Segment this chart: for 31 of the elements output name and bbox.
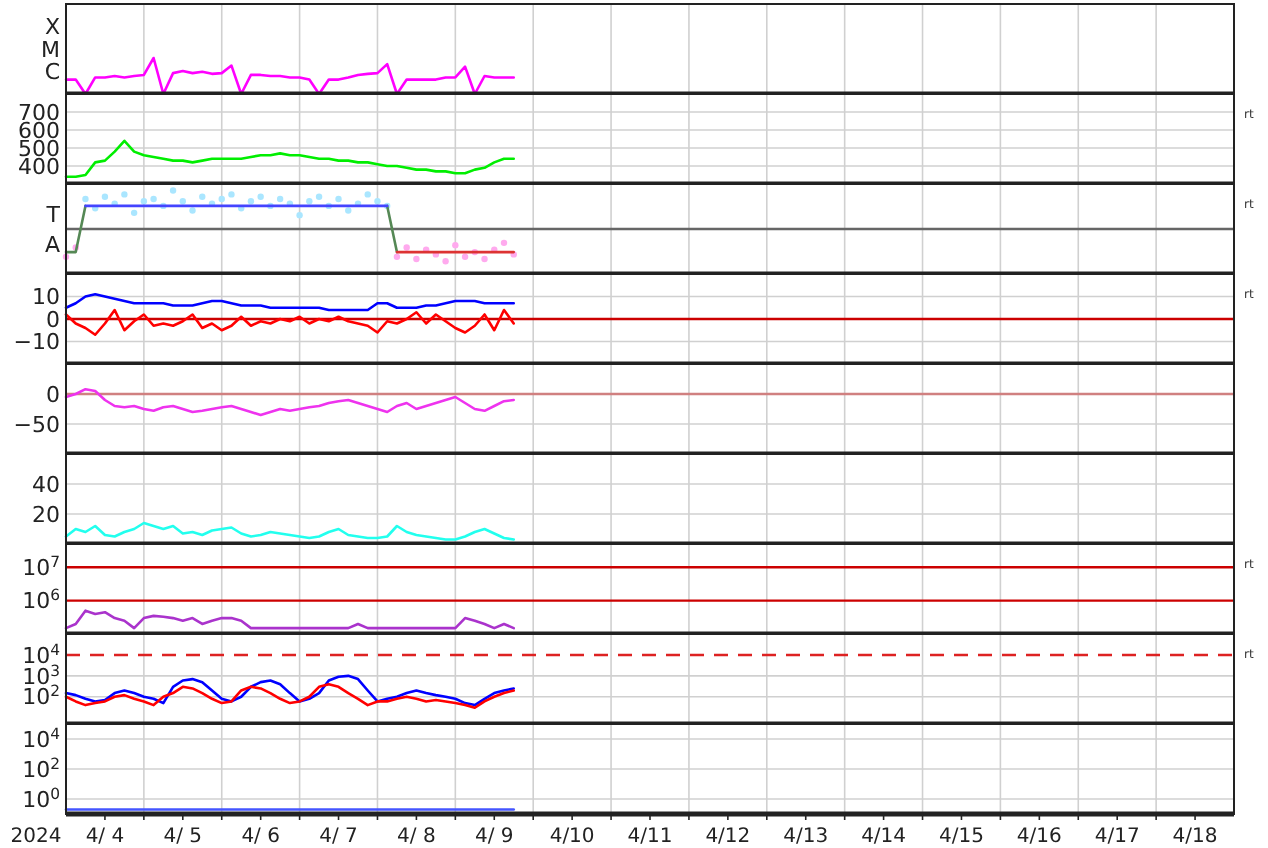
- x-tick-label: 4/ 5: [163, 826, 203, 848]
- x-tick-label: 4/ 4: [85, 826, 125, 848]
- y-tick-label: 0: [46, 306, 60, 333]
- x-tick-label: 4/18: [1172, 826, 1218, 848]
- x-tick-label: 4/16: [1016, 826, 1062, 848]
- y-tick-label: 10$^{7}$: [22, 552, 61, 582]
- y-tick-label: 10$^{6}$: [22, 585, 61, 615]
- y-tick-label: 10$^{2}$: [22, 753, 61, 783]
- y-tick-label: 0: [46, 381, 60, 408]
- y-axis-title: X M C: [41, 14, 61, 86]
- x-tick-label: 4/ 8: [397, 826, 436, 848]
- x-tick-label: 4/ 7: [319, 826, 358, 848]
- x-tick-label: 4/10: [549, 826, 595, 848]
- y-tick-label: −50: [13, 411, 60, 438]
- x-tick-label: 4/11: [627, 826, 673, 848]
- y-tick-label: 20: [32, 501, 60, 528]
- x-tick-label: 4/ 9: [474, 826, 514, 848]
- x-tick-label: 4/15: [939, 826, 984, 848]
- y-tick-label: −10: [13, 329, 60, 356]
- x-tick-label: 4/12: [705, 826, 751, 848]
- y-tick-label: 10$^{4}$: [22, 723, 61, 753]
- x-tick-label: 4/17: [1094, 826, 1140, 848]
- x-tick-label: 4/ 6: [241, 826, 280, 848]
- y-tick-label: 40: [32, 471, 60, 498]
- x-axis-title: 2024: [10, 826, 62, 848]
- y-tick-label: 10: [32, 284, 60, 311]
- y-tick-label: 10$^{0}$: [22, 783, 61, 813]
- x-tick-label: 4/13: [783, 826, 829, 848]
- x-tick-label: 4/14: [861, 826, 907, 848]
- y-axis-title: T A: [44, 201, 61, 258]
- y-tick-label: 10$^{2}$: [22, 681, 61, 711]
